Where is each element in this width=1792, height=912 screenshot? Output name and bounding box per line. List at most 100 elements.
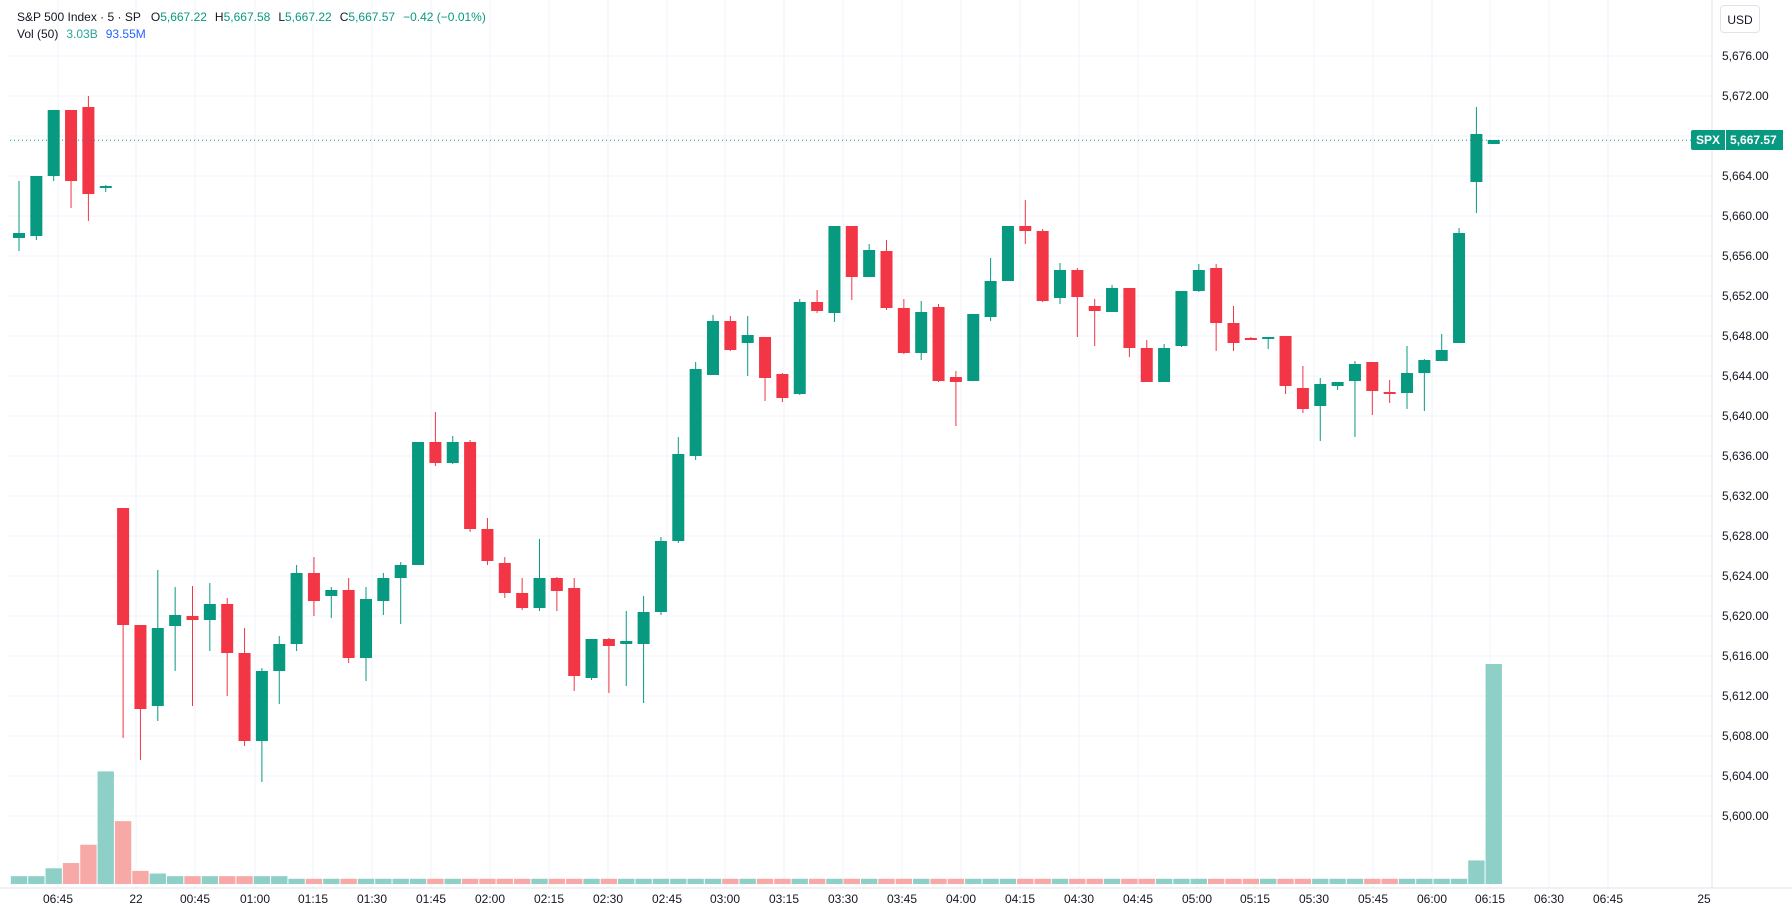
price-axis[interactable]: 5,600.00 5,604.00 5,608.00 5,612.00 5,616.00…: [1722, 49, 1769, 823]
price-tick-label: 5,624.00: [1722, 569, 1769, 583]
candle-body: [880, 251, 893, 308]
candle: [1140, 340, 1153, 382]
candle-body: [1175, 291, 1188, 346]
time-tick-label: 04:15: [1005, 892, 1035, 906]
candle: [776, 373, 789, 402]
candle: [1366, 362, 1379, 415]
candle-body: [984, 281, 997, 317]
candle: [568, 578, 581, 691]
candle-body: [394, 565, 407, 578]
candle: [811, 290, 824, 313]
symbol-title[interactable]: S&P 500 Index · 5 · SP: [17, 10, 141, 24]
candle: [1435, 334, 1448, 361]
time-tick-label: 01:15: [298, 892, 328, 906]
volume-bar: [184, 876, 201, 884]
candle-body: [550, 578, 563, 591]
volume-bar: [1103, 878, 1121, 884]
time-tick-label: 04:00: [946, 892, 976, 906]
candle-body: [1054, 270, 1066, 298]
last-price-value: 5,667.57: [1725, 130, 1783, 151]
candle: [117, 508, 130, 738]
volume-bar: [513, 878, 531, 884]
volume-label[interactable]: Vol (50): [17, 27, 59, 41]
volume-bar: [1155, 878, 1173, 884]
candle: [429, 412, 442, 466]
candle: [221, 598, 234, 696]
candle-body: [793, 302, 806, 394]
volume-bar: [583, 878, 600, 884]
candle: [897, 299, 910, 354]
candle: [82, 96, 95, 221]
candle: [47, 110, 60, 181]
volume-bar: [288, 878, 305, 884]
volume-bar: [1450, 878, 1468, 884]
candle-body: [672, 454, 685, 541]
volume-bar: [1051, 878, 1069, 884]
candle-body: [221, 604, 234, 653]
price-tick-label: 5,604.00: [1722, 769, 1769, 783]
candle-body: [811, 302, 824, 311]
candle-body: [1088, 306, 1101, 311]
candle: [1071, 268, 1084, 337]
candle: [793, 299, 806, 395]
volume-bar: [1294, 878, 1312, 884]
high-value: 5,667.58: [223, 10, 271, 24]
volume-bar: [878, 878, 895, 884]
candle-body: [307, 573, 320, 601]
currency-button[interactable]: USD: [1720, 5, 1760, 33]
volume-bar: [1312, 878, 1329, 884]
candle-body: [1366, 362, 1379, 391]
candle: [498, 557, 511, 598]
time-tick-label: 22: [129, 892, 143, 906]
candle-body: [707, 321, 719, 375]
candle-body: [1487, 140, 1500, 144]
candle-body: [741, 335, 754, 343]
time-tick-label: 02:00: [475, 892, 505, 906]
candle: [949, 371, 962, 426]
candle-body: [724, 321, 737, 350]
candle: [1001, 226, 1014, 281]
volume-ma-value: 93.55M: [105, 27, 146, 41]
volume-bar: [62, 863, 80, 884]
change-value: −0.42 (−0.01%): [403, 10, 486, 24]
candle: [99, 185, 112, 192]
candle-body: [1401, 373, 1413, 393]
candlesticks: [13, 96, 1500, 782]
candle: [377, 573, 390, 615]
volume-bar: [323, 878, 340, 884]
candle-body: [967, 314, 980, 381]
price-tick-label: 5,636.00: [1722, 449, 1769, 463]
candle-body: [516, 593, 529, 608]
price-tick-label: 5,664.00: [1722, 169, 1769, 183]
time-tick-label: 03:15: [769, 892, 799, 906]
candle-body: [1314, 384, 1327, 406]
close-label: C: [339, 10, 349, 24]
grid-lines: [10, 0, 1712, 888]
volume-bar: [461, 878, 479, 884]
volume-bar: [1485, 664, 1502, 884]
volume-bar: [704, 878, 722, 884]
candle-body: [915, 312, 928, 353]
volume-bar: [45, 868, 62, 884]
candle: [516, 578, 529, 610]
volume-bar: [496, 878, 513, 884]
volume-bar: [427, 878, 444, 884]
volume-bar: [913, 878, 930, 884]
time-tick-label: 06:45: [1593, 892, 1623, 906]
time-axis[interactable]: 06:45 22 00:45 01:00 01:15 01:30 01:45 02:00 02:…: [43, 892, 1711, 906]
candle: [360, 587, 372, 681]
time-tick-label: 01:45: [416, 892, 446, 906]
candle-body: [273, 644, 286, 671]
candle-body: [585, 639, 598, 678]
candle: [238, 628, 251, 746]
candle-body: [1435, 350, 1448, 361]
candle-body: [377, 578, 390, 601]
time-tick-label: 01:00: [240, 892, 270, 906]
time-tick-label: 05:30: [1299, 892, 1329, 906]
candle-body: [1140, 348, 1153, 382]
candle-body: [602, 639, 615, 646]
price-tick-label: 5,652.00: [1722, 289, 1769, 303]
volume-bar: [375, 878, 392, 884]
candle: [533, 539, 546, 611]
